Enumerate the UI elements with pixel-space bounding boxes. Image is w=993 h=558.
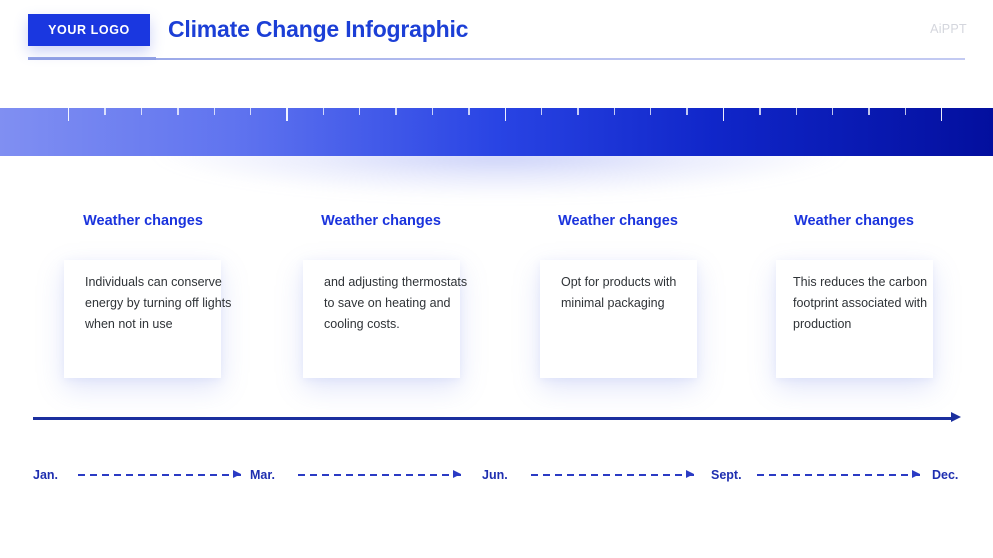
card-body-1: Individuals can conserve energy by turni… <box>85 275 232 331</box>
logo-label: YOUR LOGO <box>48 23 130 37</box>
card-heading-1: Weather changes <box>63 211 223 232</box>
month-label-jun: Jun. <box>482 468 508 482</box>
ruler-tick-minor <box>650 108 652 115</box>
dashed-connector-4 <box>757 470 920 478</box>
dashed-arrowhead <box>233 470 241 478</box>
info-card[interactable] <box>303 260 460 378</box>
dashed-connector-2 <box>298 470 461 478</box>
ruler-tick-major <box>722 108 725 121</box>
ruler-tick-major <box>504 108 506 121</box>
dashed-arrowhead <box>686 470 694 478</box>
card-heading-text: Weather changes <box>321 213 441 229</box>
ruler-ticks <box>0 108 993 122</box>
ruler-tick-minor <box>213 108 215 115</box>
ruler-tick-minor <box>759 108 761 115</box>
info-card[interactable] <box>64 260 221 378</box>
ruler-tick-minor <box>249 108 252 115</box>
ruler-tick-major <box>941 108 943 121</box>
month-label-jan: Jan. <box>33 468 59 482</box>
ruler-tick-minor <box>322 108 325 115</box>
dashed-line <box>298 474 461 476</box>
ruler-tick-minor <box>831 108 834 115</box>
header: YOUR LOGO Climate Change Infographic AiP… <box>0 0 993 72</box>
card-heading-text: Weather changes <box>83 213 203 229</box>
info-card[interactable] <box>776 260 933 378</box>
card-heading-text: Weather changes <box>794 213 914 229</box>
card-heading-4: Weather changes <box>774 211 934 232</box>
quarter-gradient-bar: 20XX.01 – 20XX.03 20XX.04 – 20XX.06 20XX… <box>0 108 993 156</box>
dashed-arrowhead <box>912 470 920 478</box>
ruler-tick-minor <box>104 108 106 115</box>
ruler-tick-minor <box>177 108 179 115</box>
card-heading-text: Weather changes <box>558 213 678 229</box>
card-body-4: This reduces the carbon footprint associ… <box>793 275 928 331</box>
ruler-tick-major <box>68 108 70 121</box>
ruler-tick-minor <box>395 108 397 115</box>
watermark-label: AiPPT <box>930 22 967 36</box>
dashed-connector-3 <box>531 470 694 478</box>
ruler-tick-minor <box>540 108 543 115</box>
timeline-axis <box>33 417 953 420</box>
ruler-tick-minor <box>140 108 143 115</box>
ruler-tick-minor <box>577 108 579 115</box>
ruler-tick-minor <box>468 108 470 115</box>
month-label-dec: Dec. <box>932 468 959 482</box>
dashed-line <box>78 474 241 476</box>
timeline-axis-arrowhead <box>951 412 961 422</box>
dashed-line <box>757 474 920 476</box>
dashed-connector-1 <box>78 470 241 478</box>
card-heading-3: Weather changes <box>538 211 698 232</box>
card-heading-2: Weather changes <box>301 211 461 232</box>
month-label-mar: Mar. <box>250 468 276 482</box>
header-divider-accent <box>28 57 156 60</box>
dashed-arrowhead <box>453 470 461 478</box>
ruler-tick-minor <box>359 108 361 115</box>
info-card[interactable] <box>540 260 697 378</box>
card-body-3: Opt for products with minimal packaging <box>561 275 677 310</box>
ruler-tick-minor <box>795 108 797 115</box>
dashed-line <box>531 474 694 476</box>
logo-badge[interactable]: YOUR LOGO <box>28 14 150 46</box>
page-title: Climate Change Infographic <box>168 16 469 42</box>
ruler-tick-major <box>286 108 288 121</box>
ruler-tick-minor <box>904 108 907 115</box>
month-label-sept: Sept. <box>711 468 742 482</box>
card-body-2: and adjusting thermostats to save on hea… <box>324 275 468 331</box>
ruler-tick-minor <box>686 108 688 115</box>
ruler-tick-minor <box>613 108 616 115</box>
ruler-tick-minor <box>868 108 870 115</box>
header-divider <box>28 58 965 60</box>
ruler-tick-minor <box>431 108 434 115</box>
gradient-bar-glow <box>60 150 940 210</box>
